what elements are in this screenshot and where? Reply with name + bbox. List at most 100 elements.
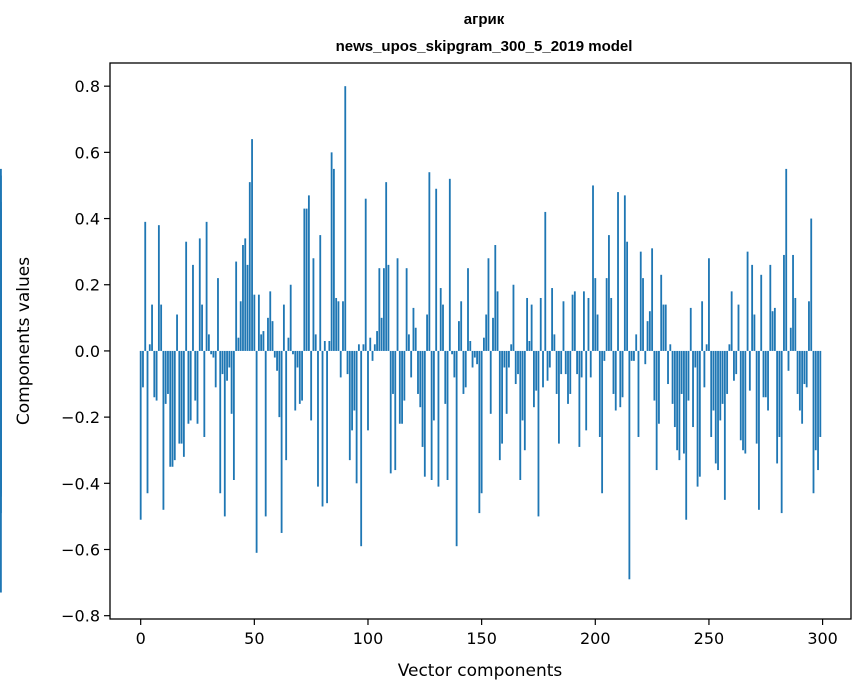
y-tick-label: 0.8	[75, 77, 100, 96]
bar	[387, 264, 390, 351]
bar	[332, 168, 335, 351]
bar	[683, 350, 685, 454]
bar	[262, 331, 265, 351]
bar	[548, 350, 551, 368]
bar	[267, 317, 269, 351]
bar	[646, 321, 649, 351]
bar	[426, 314, 428, 351]
bar	[501, 350, 503, 444]
bar	[446, 350, 449, 480]
bar	[689, 307, 692, 351]
bar	[698, 350, 701, 477]
bar	[798, 350, 801, 411]
bar	[789, 327, 792, 351]
bar	[653, 350, 656, 401]
bar	[437, 350, 440, 487]
bar	[489, 350, 492, 414]
bar	[282, 304, 285, 351]
bar	[655, 350, 658, 471]
bar	[453, 350, 456, 378]
y-tick-label: 0.6	[75, 143, 100, 162]
bar	[203, 350, 206, 437]
bar	[526, 297, 529, 351]
bar	[810, 218, 813, 351]
bar	[676, 350, 679, 451]
bar	[151, 304, 153, 351]
bar	[485, 314, 488, 351]
bar	[817, 350, 819, 471]
bar	[353, 350, 356, 411]
bar	[239, 301, 242, 351]
bar	[357, 344, 360, 351]
bar	[644, 350, 647, 365]
bar	[694, 350, 697, 368]
bar	[242, 245, 244, 351]
bar	[367, 350, 369, 431]
bar	[592, 185, 594, 351]
bar	[612, 350, 615, 394]
bar	[505, 350, 508, 414]
bar	[773, 307, 776, 351]
bar	[155, 350, 158, 401]
bar	[264, 350, 267, 517]
bar	[455, 350, 458, 547]
bar	[614, 350, 617, 411]
bar	[494, 245, 497, 351]
bar	[764, 350, 767, 398]
bar	[360, 350, 363, 547]
bar	[260, 334, 263, 351]
bar	[583, 291, 585, 351]
bar	[737, 304, 740, 351]
bar	[587, 297, 590, 351]
bar	[348, 350, 351, 461]
bar	[562, 301, 565, 351]
bar	[560, 350, 563, 375]
bar	[162, 350, 165, 510]
bar	[189, 350, 192, 421]
bar	[808, 301, 810, 351]
bar	[744, 350, 747, 454]
bar	[319, 235, 322, 351]
bar	[569, 350, 572, 394]
bar	[585, 350, 588, 431]
x-tick-label: 150	[466, 629, 497, 648]
bar	[401, 350, 403, 424]
bar	[169, 350, 172, 467]
bar	[355, 350, 358, 484]
bar	[735, 350, 738, 375]
bar	[755, 350, 758, 444]
bar	[796, 350, 799, 394]
bar	[778, 350, 781, 437]
bar	[767, 350, 769, 411]
bar	[153, 350, 156, 398]
bar	[423, 350, 426, 477]
bar	[230, 350, 233, 414]
bar	[714, 350, 717, 464]
y-tick-label: −0.6	[61, 541, 100, 560]
bar	[537, 350, 540, 517]
bar	[164, 350, 167, 404]
bar	[753, 314, 756, 351]
bar	[335, 297, 338, 351]
bar	[733, 350, 735, 381]
bar	[610, 297, 613, 351]
bar	[639, 251, 642, 351]
bar	[432, 350, 435, 421]
bar	[194, 350, 197, 401]
bar	[717, 350, 719, 471]
bar	[305, 208, 308, 351]
bar	[794, 297, 797, 351]
bar	[503, 350, 506, 368]
bar	[407, 334, 410, 351]
bar	[521, 350, 524, 421]
bar	[342, 301, 344, 351]
bar	[417, 350, 419, 394]
bar	[0, 268, 2, 351]
bar	[601, 350, 604, 494]
x-tick-label: 250	[694, 629, 725, 648]
bar	[776, 350, 779, 464]
bar	[803, 350, 806, 385]
bar	[546, 350, 549, 381]
bar	[769, 264, 772, 351]
